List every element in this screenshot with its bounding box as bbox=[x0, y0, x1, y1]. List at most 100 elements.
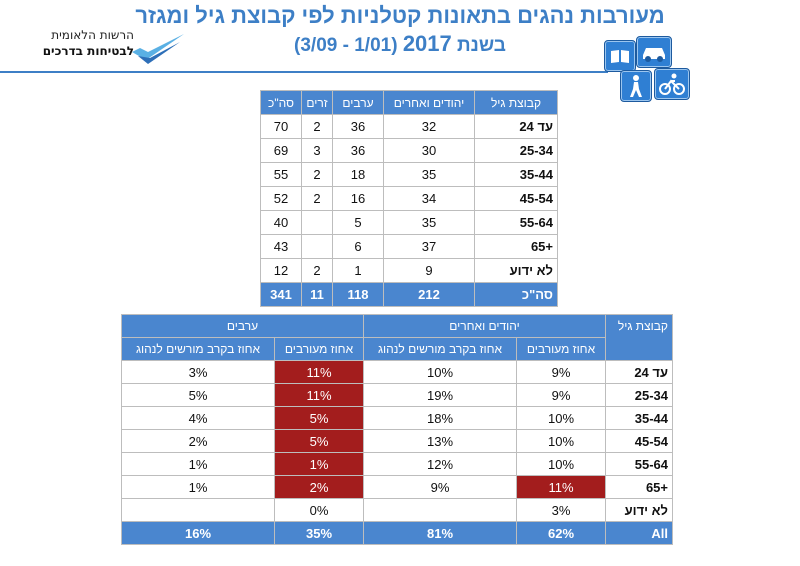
col-arabs-involved: אחוז מעורבים bbox=[274, 337, 364, 361]
cell-foreign: 2 bbox=[301, 186, 333, 211]
total-row: All 62% 81% 35% 16% bbox=[121, 521, 673, 545]
cell-group: 55-64 bbox=[474, 210, 558, 235]
cell-arabs: 36 bbox=[332, 138, 384, 163]
col-arabs-licensed: אחוז בקרב מורשים לנהוג bbox=[121, 337, 275, 361]
cell-arabs-licensed bbox=[121, 498, 275, 522]
logo: הרשות הלאומית לבטיחות בדרכים bbox=[18, 28, 186, 70]
cell-arabs-licensed: 2% bbox=[121, 429, 275, 453]
subtitle-prefix: בשנת bbox=[457, 35, 506, 56]
cell-total: 43 bbox=[260, 234, 302, 259]
cell-arabs-involved: 5% bbox=[274, 429, 364, 453]
cell-group: 45-54 bbox=[605, 429, 673, 453]
traffic-icons bbox=[604, 36, 700, 102]
table-row: 25-34 9% 19% 11% 5% bbox=[121, 383, 673, 407]
cell-arabs-involved: 11% bbox=[274, 383, 364, 407]
cell-arabs: 16 bbox=[332, 186, 384, 211]
cell-total: 55 bbox=[260, 162, 302, 187]
cell-jews-involved: 62% bbox=[516, 521, 606, 545]
cell-foreign bbox=[301, 234, 333, 259]
cell-arabs-involved: 11% bbox=[274, 360, 364, 384]
table-subheader-row: אחוז מעורבים אחוז בקרב מורשים לנהוג אחוז… bbox=[121, 337, 673, 361]
cell-group: 45-54 bbox=[474, 186, 558, 211]
cell-arabs-involved: 2% bbox=[274, 475, 364, 499]
cell-arabs-licensed: 5% bbox=[121, 383, 275, 407]
cell-jews-licensed: 81% bbox=[363, 521, 517, 545]
logo-line2: לבטיחות בדרכים bbox=[42, 44, 134, 58]
cell-group: 25-34 bbox=[605, 383, 673, 407]
col-jews: יהודים ואחרים bbox=[383, 90, 475, 115]
cell-jews: 34 bbox=[383, 186, 475, 211]
page-subtitle: בשנת 2017 (1/01 - 3/09) bbox=[180, 32, 620, 58]
cell-jews-licensed: 9% bbox=[363, 475, 517, 499]
cell-arabs-involved: 5% bbox=[274, 406, 364, 430]
cell-arabs: 118 bbox=[332, 282, 384, 307]
cell-arabs: 5 bbox=[332, 210, 384, 235]
col-arabs: ערבים bbox=[121, 314, 364, 338]
cell-foreign: 11 bbox=[301, 282, 333, 307]
cell-foreign: 3 bbox=[301, 138, 333, 163]
cell-group: 55-64 bbox=[605, 452, 673, 476]
bicycle-icon bbox=[654, 68, 690, 100]
cell-group: עד 24 bbox=[605, 360, 673, 384]
cell-jews-licensed: 12% bbox=[363, 452, 517, 476]
cell-jews-involved: 3% bbox=[516, 498, 606, 522]
cell-total: 341 bbox=[260, 282, 302, 307]
table-row: 35-44 10% 18% 5% 4% bbox=[121, 406, 673, 430]
cell-jews: 35 bbox=[383, 162, 475, 187]
table-row: עד 24 32 36 2 70 bbox=[260, 114, 558, 139]
cell-arabs-licensed: 1% bbox=[121, 475, 275, 499]
involvement-percent-table: קבוצת גיל יהודים ואחרים ערבים אחוז מעורב… bbox=[121, 314, 673, 545]
cell-group: +65 bbox=[474, 234, 558, 259]
cell-jews-licensed: 18% bbox=[363, 406, 517, 430]
cell-jews-involved: 9% bbox=[516, 383, 606, 407]
table-header-row: קבוצת גיל יהודים ואחרים ערבים bbox=[121, 314, 673, 361]
cell-foreign bbox=[301, 210, 333, 235]
cell-foreign: 2 bbox=[301, 258, 333, 283]
logo-line1: הרשות הלאומית bbox=[51, 28, 134, 42]
cell-jews: 32 bbox=[383, 114, 475, 139]
cell-group: All bbox=[605, 521, 673, 545]
involvement-counts-table: קבוצת גיל יהודים ואחרים ערבים זרים סה"כ … bbox=[260, 90, 558, 307]
table-row: לא ידוע 3% 0% bbox=[121, 498, 673, 522]
table-row: עד 24 9% 10% 11% 3% bbox=[121, 360, 673, 384]
cell-jews-involved: 10% bbox=[516, 429, 606, 453]
subtitle-year: 2017 bbox=[402, 31, 452, 56]
cell-jews-involved: 9% bbox=[516, 360, 606, 384]
table-row: 25-34 30 36 3 69 bbox=[260, 138, 558, 163]
cell-jews: 35 bbox=[383, 210, 475, 235]
cell-jews-involved: 11% bbox=[516, 475, 606, 499]
book-icon bbox=[604, 40, 636, 72]
cell-arabs-licensed: 16% bbox=[121, 521, 275, 545]
cell-arabs-licensed: 1% bbox=[121, 452, 275, 476]
cell-jews: 9 bbox=[383, 258, 475, 283]
table-row: 45-54 10% 13% 5% 2% bbox=[121, 429, 673, 453]
cell-arabs-licensed: 3% bbox=[121, 360, 275, 384]
col-age-group: קבוצת גיל bbox=[605, 314, 673, 361]
car-icon bbox=[636, 36, 672, 68]
cell-jews-involved: 10% bbox=[516, 452, 606, 476]
cell-jews: 212 bbox=[383, 282, 475, 307]
cell-arabs: 1 bbox=[332, 258, 384, 283]
col-jews: יהודים ואחרים bbox=[363, 314, 606, 338]
total-row: סה"כ 212 118 11 341 bbox=[260, 282, 558, 307]
cell-group: 35-44 bbox=[605, 406, 673, 430]
cell-jews-involved: 10% bbox=[516, 406, 606, 430]
table-row: 55-64 35 5 40 bbox=[260, 210, 558, 235]
cell-arabs: 6 bbox=[332, 234, 384, 259]
col-foreign: זרים bbox=[301, 90, 333, 115]
cell-arabs-involved: 35% bbox=[274, 521, 364, 545]
table-row: +65 11% 9% 2% 1% bbox=[121, 475, 673, 499]
cell-total: 52 bbox=[260, 186, 302, 211]
page-title: מעורבות נהגים בתאונות קטלניות לפי קבוצת … bbox=[135, 3, 665, 28]
cell-group: עד 24 bbox=[474, 114, 558, 139]
cell-foreign: 2 bbox=[301, 114, 333, 139]
cell-total: 12 bbox=[260, 258, 302, 283]
header-rule bbox=[0, 71, 608, 73]
col-total: סה"כ bbox=[260, 90, 302, 115]
cell-arabs: 18 bbox=[332, 162, 384, 187]
cell-arabs-involved: 0% bbox=[274, 498, 364, 522]
col-arabs: ערבים bbox=[332, 90, 384, 115]
cell-group: סה"כ bbox=[474, 282, 558, 307]
col-jews-licensed: אחוז בקרב מורשים לנהוג bbox=[363, 337, 517, 361]
cell-jews: 30 bbox=[383, 138, 475, 163]
